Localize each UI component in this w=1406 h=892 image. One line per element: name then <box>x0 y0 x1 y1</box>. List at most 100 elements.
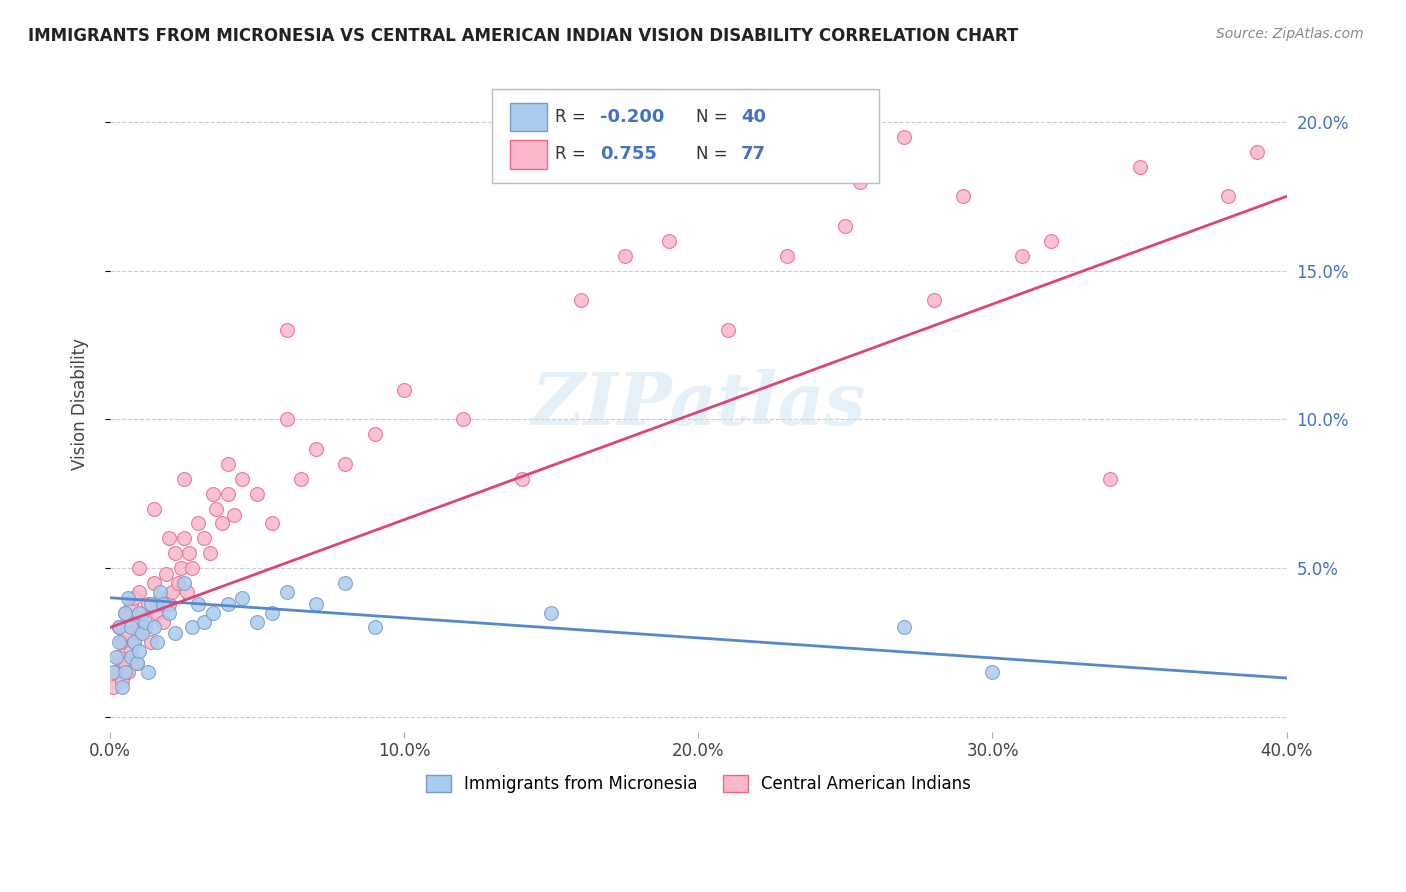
Point <box>260 606 283 620</box>
Point <box>613 249 636 263</box>
Point <box>108 650 131 665</box>
Point <box>149 584 172 599</box>
Point <box>173 472 195 486</box>
Text: IMMIGRANTS FROM MICRONESIA VS CENTRAL AMERICAN INDIAN VISION DISABILITY CORRELAT: IMMIGRANTS FROM MICRONESIA VS CENTRAL AM… <box>28 27 1018 45</box>
Text: N =: N = <box>696 145 733 163</box>
Point <box>134 615 156 629</box>
Point <box>120 597 142 611</box>
Text: R =: R = <box>555 145 592 163</box>
Point <box>131 606 153 620</box>
Point <box>146 606 169 620</box>
Point <box>540 606 562 620</box>
Point <box>143 501 166 516</box>
Point <box>163 626 186 640</box>
Point <box>217 486 239 500</box>
Point <box>922 293 945 308</box>
Point <box>849 174 872 188</box>
Point <box>157 606 180 620</box>
Point <box>179 546 201 560</box>
Legend: Immigrants from Micronesia, Central American Indians: Immigrants from Micronesia, Central Amer… <box>418 767 979 802</box>
Point <box>1246 145 1268 159</box>
Point <box>163 546 186 560</box>
Point <box>181 620 204 634</box>
Point <box>276 323 298 337</box>
Point <box>364 427 387 442</box>
Point <box>114 606 136 620</box>
Point <box>101 665 124 679</box>
Point <box>114 665 136 679</box>
Point <box>198 546 221 560</box>
Point <box>217 457 239 471</box>
Point <box>141 597 163 611</box>
Point <box>117 591 139 605</box>
Point <box>122 591 145 605</box>
Point <box>205 501 228 516</box>
Point <box>246 615 269 629</box>
Point <box>834 219 856 233</box>
Point <box>981 665 1004 679</box>
Point <box>569 293 592 308</box>
Point <box>128 561 150 575</box>
Y-axis label: Vision Disability: Vision Disability <box>72 338 89 470</box>
Text: N =: N = <box>696 108 733 126</box>
Point <box>276 412 298 426</box>
Point <box>260 516 283 531</box>
Point <box>231 591 253 605</box>
Point <box>128 606 150 620</box>
Point <box>131 626 153 640</box>
Point <box>893 129 915 144</box>
Point <box>136 665 159 679</box>
Point <box>176 584 198 599</box>
Point <box>952 189 974 203</box>
Point <box>111 673 134 688</box>
Point <box>157 597 180 611</box>
Point <box>143 620 166 634</box>
Point <box>152 615 174 629</box>
Text: -0.200: -0.200 <box>600 108 665 126</box>
Point <box>136 597 159 611</box>
Point <box>120 620 142 634</box>
Point <box>335 457 357 471</box>
Point <box>128 644 150 658</box>
Point <box>117 626 139 640</box>
Point <box>111 680 134 694</box>
Point <box>222 508 245 522</box>
Text: ZIPatlas: ZIPatlas <box>531 369 866 440</box>
Point <box>181 561 204 575</box>
Point <box>246 486 269 500</box>
Point <box>146 635 169 649</box>
Point <box>1040 234 1063 248</box>
Point <box>187 597 209 611</box>
Point <box>104 665 127 679</box>
Point <box>125 656 148 670</box>
Point <box>149 591 172 605</box>
Point <box>114 606 136 620</box>
Point <box>128 584 150 599</box>
Point <box>143 575 166 590</box>
Point <box>305 442 328 456</box>
Point <box>104 650 127 665</box>
Point <box>128 626 150 640</box>
Point <box>125 656 148 670</box>
Point <box>187 516 209 531</box>
Point <box>658 234 681 248</box>
Point <box>290 472 312 486</box>
Point <box>217 597 239 611</box>
Point <box>193 615 215 629</box>
Point <box>392 383 415 397</box>
Point <box>155 566 177 581</box>
Point <box>335 575 357 590</box>
Point <box>108 620 131 634</box>
Text: R =: R = <box>555 108 592 126</box>
Point <box>775 249 797 263</box>
Point <box>1099 472 1122 486</box>
Text: Source: ZipAtlas.com: Source: ZipAtlas.com <box>1216 27 1364 41</box>
Point <box>120 650 142 665</box>
Point <box>193 531 215 545</box>
Point <box>125 615 148 629</box>
Point <box>364 620 387 634</box>
Point <box>1011 249 1033 263</box>
Point <box>893 620 915 634</box>
Point <box>101 680 124 694</box>
Point <box>202 606 225 620</box>
